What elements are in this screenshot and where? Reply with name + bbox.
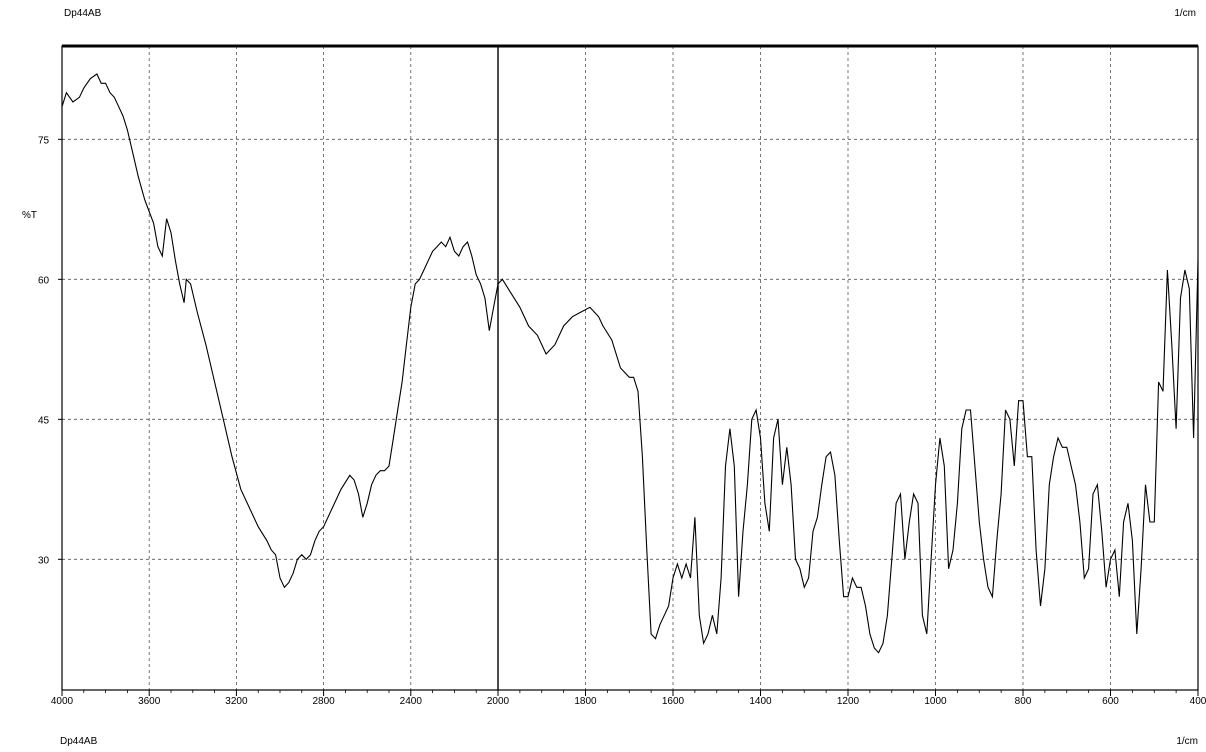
x-tick-label: 800 xyxy=(1015,696,1032,707)
x-tick-label: 3200 xyxy=(225,696,248,707)
y-tick-label: 30 xyxy=(38,555,50,566)
footer-sample-label: Dp44AB xyxy=(60,736,98,747)
header-sample-label: Dp44AB xyxy=(64,8,102,19)
y-tick-label: 75 xyxy=(38,135,50,146)
x-tick-label: 1200 xyxy=(837,696,860,707)
x-tick-label: 1800 xyxy=(574,696,597,707)
x-tick-label: 600 xyxy=(1102,696,1119,707)
y-axis-ticks: 30 45 60 75 xyxy=(38,135,62,566)
x-tick-label: 400 xyxy=(1190,696,1206,707)
y-tick-label: 45 xyxy=(38,415,50,426)
header-unit-label: 1/cm xyxy=(1174,8,1196,19)
x-tick-label: 2000 xyxy=(487,696,510,707)
x-tick-label: 2800 xyxy=(312,696,335,707)
x-tick-label: 1400 xyxy=(749,696,772,707)
x-axis-label: 1/cm xyxy=(1176,736,1198,747)
x-tick-label: 2400 xyxy=(400,696,423,707)
x-tick-label: 1000 xyxy=(924,696,947,707)
x-tick-label: 1600 xyxy=(662,696,685,707)
x-tick-label: 3600 xyxy=(138,696,161,707)
y-tick-label: 60 xyxy=(38,275,50,286)
spectrum-trace xyxy=(61,73,1199,654)
y-axis-label: %T xyxy=(22,210,37,221)
chart-grid xyxy=(62,46,1198,690)
x-axis-ticks: 4000 3600 3200 2800 2400 2000 1800 1600 1400 1200… xyxy=(51,690,1206,707)
x-tick-label: 4000 xyxy=(51,696,74,707)
